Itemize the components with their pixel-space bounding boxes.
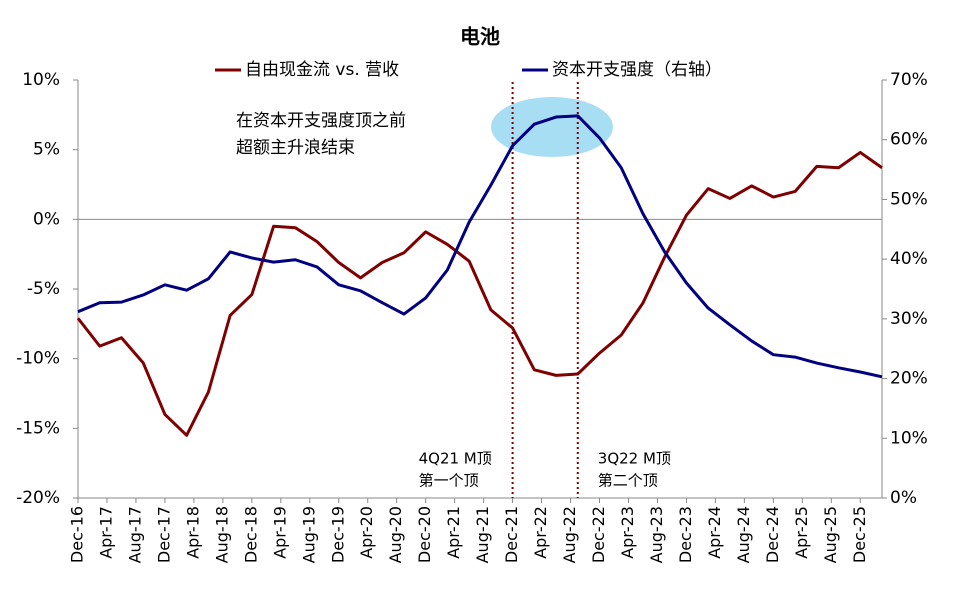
y2-tick-label: 60% <box>890 130 928 150</box>
x-tick-label: Apr-25 <box>792 506 811 559</box>
y-tick-label: -10% <box>16 349 60 369</box>
x-tick-label: Apr-17 <box>96 506 115 559</box>
x-tick-label: Aug-18 <box>212 506 231 563</box>
x-tick-label: Apr-23 <box>618 506 637 559</box>
x-tick-label: Aug-23 <box>647 506 666 563</box>
legend-label: 资本开支强度（右轴） <box>552 60 722 80</box>
x-tick-label: Dec-19 <box>328 506 347 563</box>
x-tick-label: Dec-25 <box>850 506 869 563</box>
x-tick-label: Apr-18 <box>183 506 202 559</box>
marker-label: 3Q22 M顶 <box>598 450 671 468</box>
y-tick-label: 10% <box>22 70 60 90</box>
marker-label: 4Q21 M顶 <box>419 450 492 468</box>
y-tick-label: -15% <box>16 418 60 438</box>
chart-title: 电池 <box>460 25 500 49</box>
note: 在资本开支强度顶之前 <box>236 111 406 131</box>
x-tick-label: Aug-21 <box>473 506 492 563</box>
y2-tick-label: 40% <box>890 249 928 269</box>
y2-tick-label: 50% <box>890 189 928 209</box>
series-line <box>77 114 883 379</box>
x-tick-label: Aug-17 <box>125 506 144 563</box>
y2-tick-label: 20% <box>890 369 928 389</box>
y-tick-label: -5% <box>27 279 60 299</box>
x-tick-label: Apr-19 <box>270 506 289 559</box>
y-tick-label: 0% <box>33 209 60 229</box>
x-tick-label: Aug-25 <box>821 506 840 563</box>
x-tick-label: Dec-24 <box>763 506 782 563</box>
y2-tick-label: 30% <box>890 309 928 329</box>
y-tick-label: -20% <box>16 488 60 508</box>
x-tick-label: Apr-21 <box>444 506 463 559</box>
series-line <box>76 150 883 437</box>
note: 超额主升浪结束 <box>236 138 355 158</box>
marker-label: 第二个顶 <box>598 472 658 490</box>
x-tick-label: Dec-21 <box>502 506 521 563</box>
x-tick-label: Apr-20 <box>357 506 376 559</box>
x-tick-label: Dec-18 <box>241 506 260 563</box>
x-tick-label: Apr-22 <box>531 506 550 559</box>
y2-tick-label: 0% <box>890 488 917 508</box>
x-tick-label: Dec-22 <box>589 506 608 563</box>
y2-tick-label: 70% <box>890 70 928 90</box>
x-tick-label: Aug-22 <box>560 506 579 563</box>
x-tick-label: Aug-24 <box>734 506 753 563</box>
highlight-ellipse <box>491 97 613 157</box>
x-tick-label: Aug-20 <box>386 506 405 563</box>
x-tick-label: Dec-17 <box>154 506 173 563</box>
x-tick-label: Apr-24 <box>705 506 724 559</box>
x-tick-label: Aug-19 <box>299 506 318 563</box>
x-tick-label: Dec-20 <box>415 506 434 563</box>
x-tick-label: Dec-16 <box>68 506 87 563</box>
y2-tick-label: 10% <box>890 428 928 448</box>
marker-label: 第一个顶 <box>419 472 479 490</box>
y-tick-label: 5% <box>33 140 60 160</box>
legend-label: 自由现金流 vs. 营收 <box>245 60 399 80</box>
x-tick-label: Dec-23 <box>676 506 695 563</box>
